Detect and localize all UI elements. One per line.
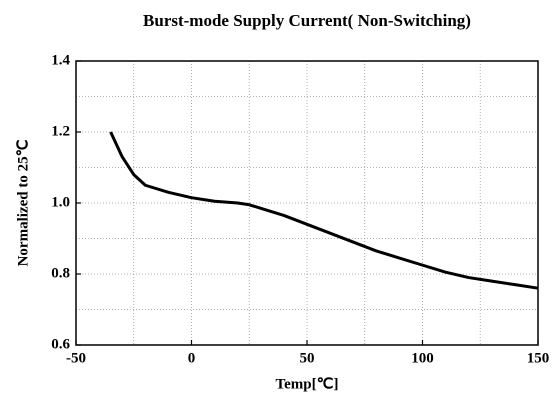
x-tick-label: 50: [300, 350, 315, 366]
x-tick-label: 150: [527, 350, 550, 366]
plot-frame: [75, 60, 539, 346]
x-axis-label: Temp[℃]: [276, 376, 339, 392]
y-tick-label: 0.8: [51, 265, 70, 281]
y-tick-label: 1.4: [51, 52, 70, 68]
y-tick-label: 1.0: [51, 194, 70, 210]
y-tick-label: 0.6: [51, 336, 70, 352]
y-tick-label: 1.2: [51, 123, 70, 139]
x-tick-label: 100: [411, 350, 434, 366]
line-series: [109, 131, 539, 290]
x-tick-label: -50: [66, 350, 86, 366]
x-tick-label: 0: [188, 350, 196, 366]
y-axis-label: Normalized to 25℃: [15, 139, 31, 266]
chart-title: Burst-mode Supply Current( Non-Switching…: [143, 11, 471, 30]
